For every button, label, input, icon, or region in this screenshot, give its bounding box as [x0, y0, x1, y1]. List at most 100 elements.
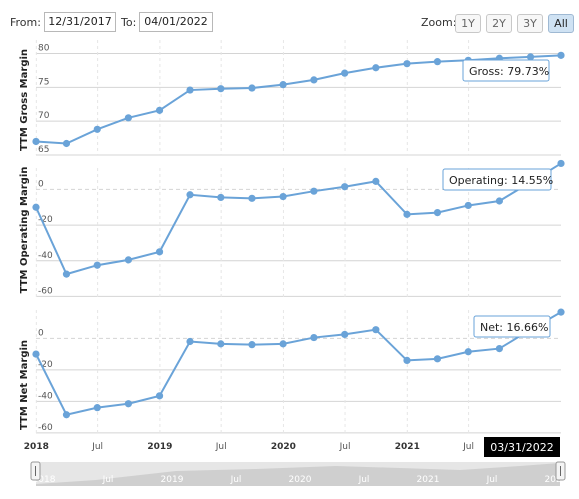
series-line: [35, 311, 562, 416]
crosshair-date: 03/31/2022: [490, 441, 553, 454]
data-point[interactable]: [310, 187, 318, 195]
navigator-label: Jul: [486, 475, 498, 485]
data-point[interactable]: [217, 85, 225, 93]
data-point[interactable]: [155, 392, 164, 400]
data-point[interactable]: [433, 208, 442, 217]
y-tick-label: 80: [38, 44, 50, 54]
y-tick-label: 0: [38, 328, 44, 338]
value-tooltip: Net: 16.66%: [473, 315, 551, 338]
data-point[interactable]: [248, 194, 256, 202]
data-point[interactable]: [93, 125, 101, 133]
data-point[interactable]: [557, 51, 565, 59]
data-point[interactable]: [464, 348, 472, 356]
data-point[interactable]: [93, 261, 101, 269]
y-tick-label: -40: [38, 391, 53, 401]
data-point[interactable]: [32, 203, 40, 211]
data-point[interactable]: [124, 114, 133, 122]
data-point[interactable]: [217, 193, 225, 202]
y-tick-label: -60: [38, 423, 53, 433]
y-tick-label: 0: [38, 179, 44, 189]
data-point[interactable]: [248, 84, 256, 92]
data-point[interactable]: [186, 86, 194, 94]
data-point[interactable]: [248, 341, 256, 349]
tooltip-box: [442, 168, 552, 191]
data-point[interactable]: [32, 137, 40, 146]
navigator-label: Jul: [230, 475, 242, 485]
data-point[interactable]: [433, 355, 442, 363]
data-point[interactable]: [341, 183, 349, 191]
navigator-series: [36, 463, 560, 486]
y-tick-label: -60: [38, 286, 53, 296]
data-point[interactable]: [464, 201, 472, 210]
data-point[interactable]: [62, 270, 71, 278]
data-point[interactable]: [557, 308, 565, 316]
data-point[interactable]: [124, 400, 133, 408]
data-point[interactable]: [186, 337, 194, 346]
data-point[interactable]: [372, 64, 380, 72]
tooltip-text: Net: 16.66%: [480, 321, 548, 334]
data-point[interactable]: [279, 81, 287, 89]
x-tick-label: Jul: [339, 442, 351, 452]
data-point[interactable]: [495, 197, 503, 205]
y-tick-label: -20: [38, 360, 53, 370]
data-point[interactable]: [557, 159, 565, 168]
range-controls: From: 12/31/2017 To: 04/01/2022 Zoom: 1Y…: [0, 0, 579, 36]
panel-1: 65 70 75 80 TTM Gross Margin Gross: 79.73%: [19, 40, 565, 156]
data-point[interactable]: [372, 326, 380, 334]
data-point[interactable]: [62, 411, 71, 419]
data-point[interactable]: [341, 69, 349, 77]
navigator-label: Jul: [102, 475, 114, 485]
tooltip-text: Operating: 14.55%: [449, 174, 553, 187]
data-point[interactable]: [93, 404, 101, 412]
x-tick-label: 2021: [395, 442, 420, 452]
range-navigator[interactable]: 2018 Jul 2019 Jul 2020 Jul 2021 Jul 2022: [30, 461, 568, 486]
data-point[interactable]: [526, 53, 535, 61]
x-tick-label: 2019: [147, 442, 172, 452]
x-tick-label: 2018: [24, 442, 49, 452]
panel-3: -60 -40 -20 0 TTM Net Margin Net: 16.66%: [19, 308, 565, 436]
zoom-2y-button[interactable]: 2Y: [486, 14, 512, 33]
zoom-1y-button[interactable]: 1Y: [455, 14, 481, 33]
data-point[interactable]: [310, 76, 318, 84]
data-point[interactable]: [403, 60, 411, 68]
data-point[interactable]: [495, 344, 503, 353]
to-date-input[interactable]: 04/01/2022: [139, 12, 213, 32]
data-point[interactable]: [217, 340, 225, 348]
x-tick-label: Jul: [215, 442, 227, 452]
y-tick-label: 65: [38, 145, 49, 155]
navigator-label: 2021: [417, 475, 440, 485]
data-point[interactable]: [124, 256, 133, 264]
data-point[interactable]: [372, 177, 380, 185]
y-tick-label: -20: [38, 215, 53, 225]
tooltip-box: [473, 315, 551, 338]
data-point[interactable]: [155, 106, 164, 114]
series-line: [35, 162, 562, 276]
y-axis-label: TTM Operating Margin: [19, 167, 30, 294]
data-point[interactable]: [403, 210, 411, 218]
data-point[interactable]: [62, 139, 71, 148]
zoom-label: Zoom:: [421, 16, 457, 29]
data-point[interactable]: [433, 58, 442, 66]
navigator-label: Jul: [358, 475, 370, 485]
crosshair-label: 03/31/2022: [484, 437, 560, 457]
x-tick-label: Jul: [91, 442, 103, 452]
from-label: From:: [10, 16, 41, 29]
data-point[interactable]: [341, 330, 349, 339]
y-tick-label: 75: [38, 77, 49, 87]
data-point[interactable]: [403, 356, 411, 364]
x-tick-label: Jul: [462, 442, 474, 452]
tooltip-box: [462, 59, 550, 82]
data-point[interactable]: [279, 340, 287, 348]
data-point[interactable]: [310, 333, 318, 342]
x-tick-label: 2020: [271, 442, 296, 452]
data-point[interactable]: [279, 192, 287, 201]
navigator-label: 2022: [545, 475, 568, 485]
zoom-all-button[interactable]: All: [548, 14, 574, 33]
data-point[interactable]: [186, 191, 194, 199]
zoom-3y-button[interactable]: 3Y: [517, 14, 543, 33]
data-point[interactable]: [32, 350, 40, 358]
from-date-input[interactable]: 12/31/2017: [44, 12, 116, 32]
data-point[interactable]: [155, 248, 164, 256]
y-tick-label: 70: [38, 111, 50, 121]
